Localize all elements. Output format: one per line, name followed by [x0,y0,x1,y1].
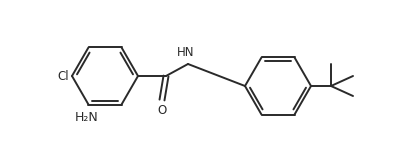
Text: HN: HN [177,46,195,59]
Text: Cl: Cl [57,70,69,82]
Text: H₂N: H₂N [74,111,98,124]
Text: O: O [157,104,167,117]
